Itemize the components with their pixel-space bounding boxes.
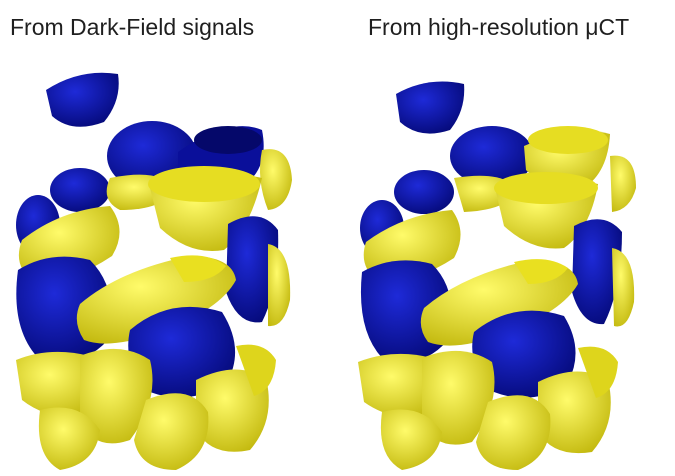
panel-micro-ct: From high-resolution μCT	[338, 0, 675, 476]
blue-grain	[226, 216, 279, 323]
yellow-grain	[476, 395, 551, 470]
yellow-grain	[236, 344, 276, 396]
grain-rendering	[16, 72, 292, 470]
yellow-grain	[16, 351, 100, 418]
blue-grain	[572, 219, 622, 325]
yellow-grain	[268, 244, 291, 327]
blue-grain	[396, 81, 465, 134]
blue-grain	[394, 170, 454, 214]
yellow-grain	[358, 353, 442, 419]
yellow-grain	[494, 172, 598, 204]
blue-grain	[46, 72, 119, 127]
blue-grain	[194, 126, 262, 154]
panel-title: From high-resolution μCT	[368, 14, 630, 40]
yellow-grain	[610, 155, 636, 212]
panel-title: From Dark-Field signals	[10, 14, 255, 40]
yellow-grain	[170, 255, 226, 282]
yellow-grain	[148, 166, 260, 202]
yellow-grain	[612, 248, 635, 327]
yellow-grain	[80, 348, 153, 444]
blue-grain	[50, 168, 110, 212]
yellow-grain	[538, 371, 611, 454]
yellow-grain	[260, 149, 292, 210]
blue-grain	[450, 126, 534, 186]
yellow-grain	[196, 369, 269, 452]
yellow-grain	[422, 350, 495, 445]
yellow-grain	[380, 409, 442, 470]
panel-dark-field: From Dark-Field signals	[0, 0, 337, 476]
yellow-grain	[578, 346, 618, 398]
yellow-grain	[38, 407, 100, 470]
yellow-grain	[528, 126, 608, 154]
blue-grain	[472, 310, 576, 398]
grain-rendering	[358, 81, 636, 470]
yellow-grain	[514, 259, 568, 284]
yellow-grain	[134, 393, 209, 470]
